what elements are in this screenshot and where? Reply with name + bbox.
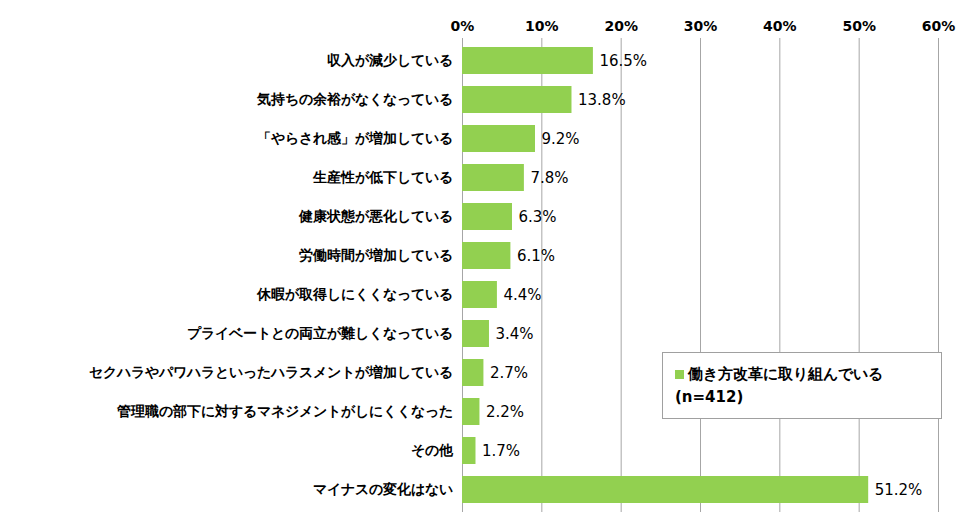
svg-text:その他: その他 [411,442,454,458]
svg-text:生産性が低下している: 生産性が低下している [312,169,453,185]
svg-text:休暇が取得しにくくなっている: 休暇が取得しにくくなっている [256,286,453,302]
svg-text:0%: 0% [451,18,475,34]
svg-text:50%: 50% [842,18,876,34]
svg-text:13.8%: 13.8% [578,91,626,109]
svg-text:2.7%: 2.7% [490,364,528,382]
svg-text:40%: 40% [763,18,797,34]
svg-text:30%: 30% [684,18,718,34]
svg-text:16.5%: 16.5% [599,52,647,70]
svg-text:10%: 10% [525,18,559,34]
svg-text:9.2%: 9.2% [541,130,579,148]
svg-text:51.2%: 51.2% [875,481,923,499]
svg-text:1.7%: 1.7% [482,442,520,460]
html-text:働き方改革に取り組んでいる (n=412): 働き方改革に取り組んでいる (n=412) [675,365,883,406]
svg-text:7.8%: 7.8% [530,169,568,187]
svg-text:収入が減少している: 収入が減少している [327,52,453,68]
svg-text:セクハラやパワハラといったハラスメントが増加している: セクハラやパワハラといったハラスメントが増加している [89,364,453,380]
svg-text:「やらされ感」が増加している: 「やらされ感」が増加している [257,130,453,146]
svg-text:労働時間が増加している: 労働時間が増加している [299,247,453,263]
svg-text:健康状態が悪化している: 健康状態が悪化している [298,208,453,224]
svg-text:60%: 60% [922,18,956,34]
svg-text:6.3%: 6.3% [518,208,556,226]
svg-text:4.4%: 4.4% [503,286,541,304]
svg-text:3.4%: 3.4% [495,325,533,343]
svg-text:6.1%: 6.1% [517,247,555,265]
svg-text:マイナスの変化はない: マイナスの変化はない [313,481,453,497]
svg-text:プライベートとの両立が難しくなっている: プライベートとの両立が難しくなっている [187,325,453,341]
svg-text:管理職の部下に対するマネジメントがしにくくなった: 管理職の部下に対するマネジメントがしにくくなった [116,403,453,419]
svg-text:気持ちの余裕がなくなっている: 気持ちの余裕がなくなっている [256,91,453,107]
svg-text:20%: 20% [604,18,638,34]
svg-text:2.2%: 2.2% [486,403,524,421]
